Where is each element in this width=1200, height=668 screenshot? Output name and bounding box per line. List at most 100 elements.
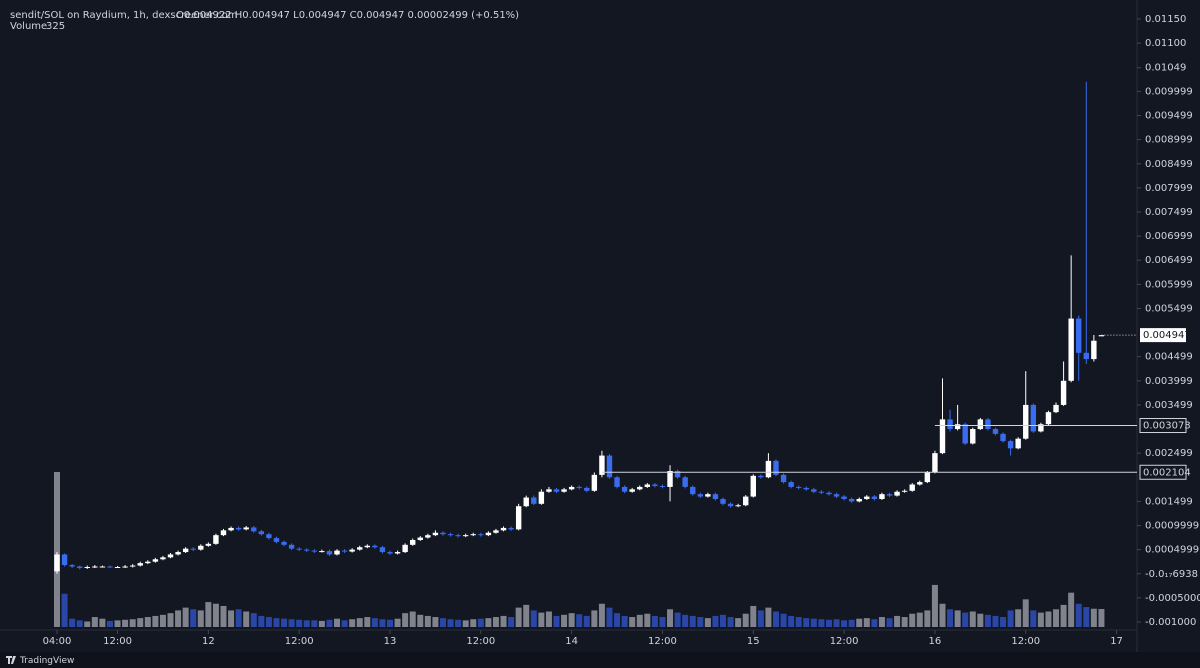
candle-body [92,566,98,568]
volume-bar [1053,609,1060,627]
volume-bar [175,610,182,627]
y-tick-label: 0.01150 [1145,14,1186,25]
candle-body [1068,318,1074,381]
volume-bar [341,620,348,627]
volume-bar [386,619,393,627]
candle-body [780,474,787,483]
candle-body [288,544,295,549]
volume-bar [1015,609,1022,627]
volume-bar [992,615,999,627]
volume-bar [962,612,969,627]
volume-bar [470,619,477,627]
volume-bar [99,618,106,627]
candle-body [833,494,840,497]
volume-bar [129,619,136,627]
volume-bar [909,613,916,627]
candle-body [856,498,862,502]
x-tick-label: 13 [384,636,397,647]
candle-body [122,566,128,568]
volume-bar [492,617,499,627]
volume-bar [954,610,961,627]
y-tick-label: 0.007499 [1145,207,1193,218]
volume-bar [682,614,689,627]
candle-body [84,567,90,568]
volume-bar [432,617,439,627]
volume-bar [144,617,151,627]
volume-bar [477,618,484,627]
y-tick-label: 0.008999 [1145,135,1193,146]
candle-body [190,548,196,550]
candle-body [962,424,968,444]
x-tick-label: 12:00 [103,636,132,647]
candle-body [425,535,431,538]
y-tick-label: 0.003499 [1145,400,1193,411]
candle-body [198,545,204,550]
volume-bar [84,621,91,627]
volume-bar [894,615,901,627]
volume-bar [931,584,938,627]
candle-body [69,565,75,567]
candle-body [281,541,287,545]
volume-bar [583,615,590,627]
volume-bar [447,619,454,627]
volume-bar [561,614,568,627]
candle-body [690,486,696,495]
y-tick-label: 0.01049 [1145,63,1186,74]
symbol: sendit/SOL on Raydium, 1h, dexscreener.c… [10,10,237,21]
y-tick-label: 0.005499 [1145,303,1193,314]
candle-body [114,567,121,568]
candle-body [1091,340,1097,360]
volume-bar [576,614,583,627]
volume-bar [810,618,817,627]
candle-body [750,475,756,497]
candle-body [319,551,325,553]
volume-bar [621,615,628,627]
volume-bar [114,620,121,627]
volume-bar [841,620,848,627]
candle-body [977,419,984,430]
volume-bar [311,620,318,627]
volume-bar [757,610,764,627]
candle-body [705,494,711,497]
candle-body [213,535,219,544]
candle-body [304,549,310,551]
candle-body [54,554,60,572]
volume-bar [523,604,530,627]
candle-body [228,527,234,531]
candle-body [500,527,507,531]
candle-body [886,494,893,496]
volume-bar [1030,610,1037,627]
candle-body [402,544,408,553]
candle-body [1007,441,1014,449]
candle-body [735,505,741,507]
volume-bar [258,615,265,627]
candle-body [697,494,704,497]
volume-bar [379,619,386,627]
candle-body [538,491,545,504]
volume-bar [606,607,613,627]
volume-bar [788,615,795,627]
volume-bar [803,618,810,627]
candle-body [410,539,416,545]
volume-bar [69,618,76,627]
candle-body [614,477,620,487]
candle-body [629,489,635,492]
candle-body [970,429,976,444]
volume-bar [863,618,870,627]
candle-body [599,455,605,475]
candle-body [561,489,567,492]
candle-body [205,543,212,546]
candle-body [584,487,590,491]
volume-bar [568,613,575,627]
volume-bar [1098,609,1105,627]
volume-bar [1075,603,1082,627]
volume-bar [750,605,757,627]
volume-bar [273,618,280,627]
x-tick-label: 12 [202,636,215,647]
ohlc-readout: O0.004922 H0.004947 L0.004947 C0.004947 … [176,10,519,21]
candle-body [508,527,514,530]
x-tick-label: 15 [747,636,760,647]
candle-body [447,534,454,536]
candle-body [576,486,582,488]
